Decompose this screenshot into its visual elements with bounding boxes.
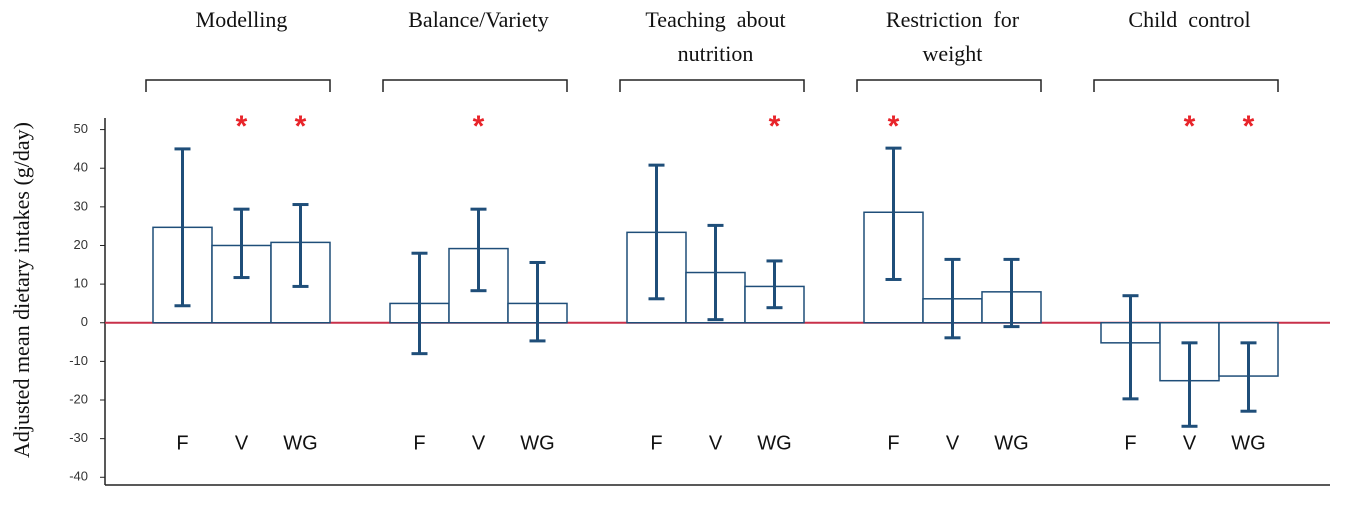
group-label: nutrition bbox=[678, 41, 754, 66]
group-bracket bbox=[145, 79, 331, 92]
significance-marker: * bbox=[769, 110, 781, 143]
y-tick-label: 10 bbox=[74, 276, 88, 291]
y-tick-label: -30 bbox=[69, 430, 88, 445]
series-label: WG bbox=[994, 432, 1028, 454]
series-label: WG bbox=[757, 432, 791, 454]
series-label: V bbox=[946, 432, 960, 454]
series-label: WG bbox=[283, 432, 317, 454]
group-label: Modelling bbox=[196, 7, 288, 32]
group-label: Teaching about bbox=[645, 7, 785, 32]
series-label: F bbox=[176, 432, 188, 454]
y-tick-label: -10 bbox=[69, 353, 88, 368]
group-label: weight bbox=[923, 41, 983, 66]
significance-marker: * bbox=[1243, 110, 1255, 143]
series-label: F bbox=[650, 432, 662, 454]
series-label: F bbox=[1124, 432, 1136, 454]
series-label: F bbox=[413, 432, 425, 454]
y-tick-label: 30 bbox=[74, 198, 88, 213]
series-label: V bbox=[235, 432, 249, 454]
group-label: Restriction for bbox=[886, 7, 1020, 32]
group-bracket bbox=[382, 79, 568, 92]
y-axis-label: Adjusted mean dietary intakes (g/day) bbox=[9, 122, 34, 458]
significance-marker: * bbox=[888, 110, 900, 143]
significance-marker: * bbox=[473, 110, 485, 143]
series-label: F bbox=[887, 432, 899, 454]
y-tick-label: 0 bbox=[81, 314, 88, 329]
series-label: V bbox=[472, 432, 486, 454]
significance-marker: * bbox=[236, 110, 248, 143]
group-label: Balance/Variety bbox=[408, 7, 549, 32]
series-label: V bbox=[1183, 432, 1197, 454]
series-label: WG bbox=[1231, 432, 1265, 454]
series-label: V bbox=[709, 432, 723, 454]
significance-marker: * bbox=[1184, 110, 1196, 143]
series-label: WG bbox=[520, 432, 554, 454]
y-tick-label: 50 bbox=[74, 121, 88, 136]
y-tick-label: 20 bbox=[74, 237, 88, 252]
group-bracket bbox=[1093, 79, 1279, 92]
group-bracket bbox=[619, 79, 805, 92]
y-tick-label: -20 bbox=[69, 391, 88, 406]
group-label: Child control bbox=[1128, 7, 1250, 32]
significance-marker: * bbox=[295, 110, 307, 143]
y-tick-label: 40 bbox=[74, 160, 88, 175]
y-tick-label: -40 bbox=[69, 469, 88, 484]
group-bracket bbox=[856, 79, 1042, 92]
